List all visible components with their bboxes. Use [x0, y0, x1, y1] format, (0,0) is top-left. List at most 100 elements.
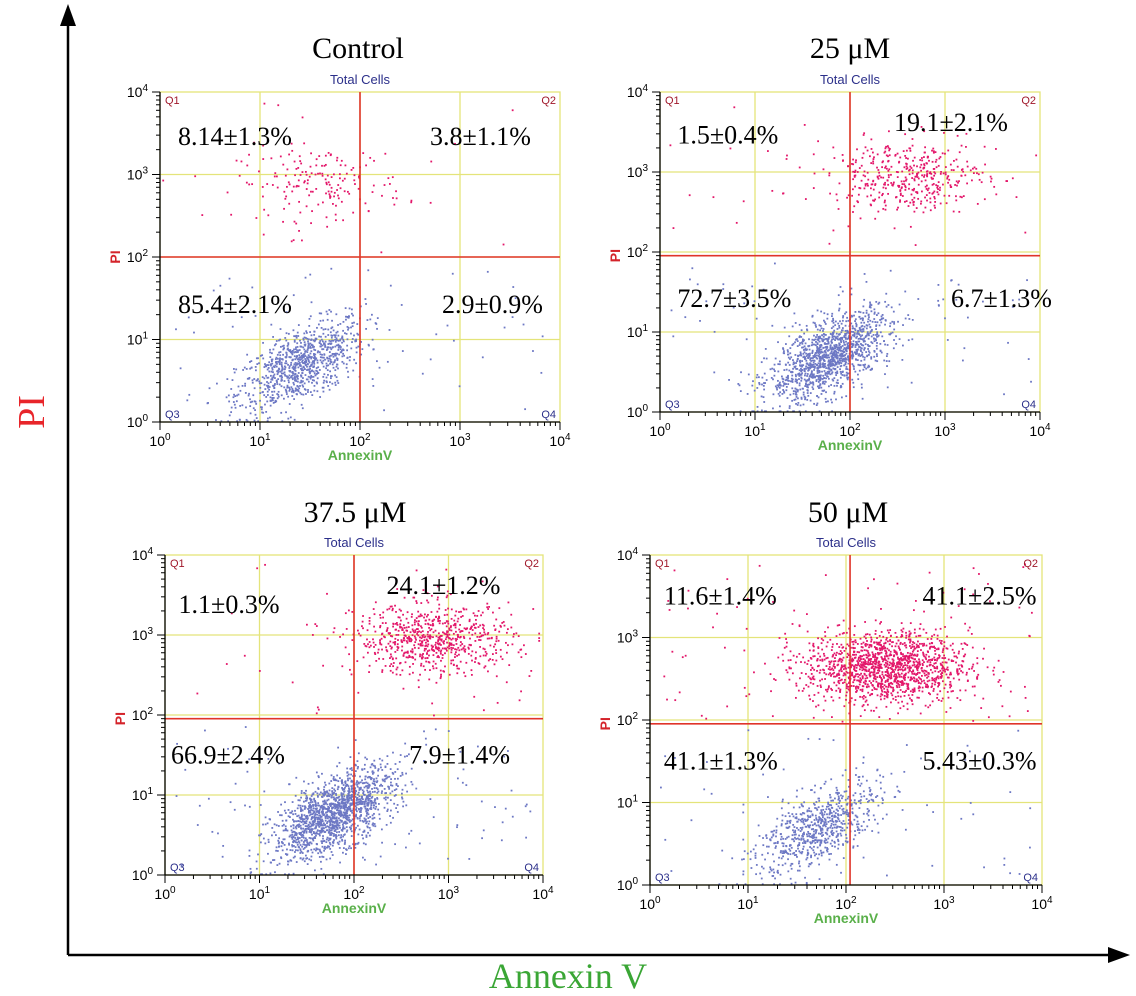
- data-point: [944, 173, 947, 176]
- data-point: [281, 365, 283, 368]
- data-point: [904, 200, 906, 203]
- data-point: [368, 794, 371, 797]
- data-point: [260, 873, 262, 876]
- data-point: [867, 313, 870, 316]
- data-point: [315, 381, 318, 384]
- data-point: [295, 375, 298, 378]
- data-point: [785, 376, 788, 379]
- data-point: [234, 406, 237, 409]
- data-point: [346, 767, 349, 770]
- data-point: [813, 367, 816, 369]
- data-point: [351, 780, 354, 783]
- data-point: [293, 376, 296, 378]
- data-point: [846, 356, 849, 358]
- data-point: [268, 386, 271, 388]
- data-point: [853, 205, 856, 208]
- data-point: [309, 377, 312, 380]
- data-point: [811, 352, 814, 354]
- data-point: [288, 183, 291, 186]
- data-point: [834, 353, 837, 356]
- data-point: [338, 344, 341, 347]
- data-point: [448, 633, 451, 636]
- data-point: [510, 789, 513, 792]
- data-point: [299, 804, 302, 807]
- data-point: [342, 847, 345, 850]
- data-point: [335, 826, 338, 829]
- data-point: [739, 390, 742, 393]
- data-point: [454, 142, 456, 145]
- data-point: [777, 384, 780, 387]
- data-point: [857, 354, 860, 357]
- data-point: [340, 200, 343, 203]
- data-point: [912, 189, 915, 192]
- data-point: [365, 809, 368, 811]
- data-point: [300, 815, 303, 817]
- data-point: [341, 797, 343, 799]
- data-point: [921, 159, 924, 162]
- data-point: [954, 184, 957, 186]
- data-point: [336, 352, 339, 355]
- data-point: [931, 183, 934, 186]
- data-point: [755, 317, 758, 320]
- data-point: [372, 822, 374, 825]
- data-point: [258, 362, 260, 365]
- data-point: [871, 342, 874, 345]
- data-point: [300, 367, 302, 370]
- data-point: [292, 818, 294, 821]
- data-point: [402, 800, 405, 803]
- data-point: [796, 379, 798, 381]
- data-point: [301, 820, 304, 823]
- data-point: [345, 783, 348, 786]
- data-point: [390, 655, 393, 658]
- data-point: [858, 369, 861, 372]
- data-point: [817, 362, 820, 365]
- data-point: [306, 850, 309, 853]
- data-point: [309, 811, 312, 814]
- data-point: [359, 802, 362, 805]
- data-point: [905, 157, 907, 159]
- data-point: [341, 179, 344, 182]
- data-point: [312, 839, 315, 842]
- data-point: [330, 820, 333, 822]
- data-point: [355, 810, 358, 813]
- data-point: [352, 166, 355, 169]
- panel-subtitle: Total Cells: [820, 72, 880, 87]
- data-point: [842, 316, 844, 319]
- data-point: [321, 174, 324, 177]
- data-point: [852, 331, 855, 333]
- data-point: [346, 338, 349, 341]
- data-point: [923, 163, 926, 166]
- data-point: [162, 179, 165, 182]
- data-point: [860, 383, 863, 386]
- data-point: [327, 343, 330, 345]
- data-point: [347, 798, 349, 801]
- data-point: [342, 811, 345, 814]
- data-point: [870, 162, 873, 164]
- data-point: [302, 836, 305, 839]
- data-point: [924, 206, 927, 209]
- data-point: [346, 822, 349, 825]
- data-point: [915, 191, 917, 193]
- data-point: [299, 364, 301, 367]
- data-point: [372, 764, 375, 767]
- data-point: [332, 776, 335, 778]
- data-point: [540, 371, 543, 374]
- data-point: [366, 812, 368, 815]
- data-point: [289, 370, 292, 373]
- data-point: [784, 379, 787, 382]
- data-point: [320, 343, 322, 346]
- data-point: [303, 332, 306, 335]
- data-point: [833, 390, 836, 393]
- data-point: [248, 183, 251, 186]
- data-point: [866, 333, 869, 335]
- data-point: [932, 151, 935, 154]
- data-point: [858, 340, 861, 343]
- data-point: [901, 195, 904, 197]
- data-point: [312, 812, 315, 815]
- data-point: [912, 204, 915, 206]
- data-point: [853, 327, 856, 330]
- data-point: [334, 789, 337, 792]
- data-point: [304, 350, 307, 352]
- data-point: [273, 344, 276, 347]
- data-point: [300, 355, 303, 357]
